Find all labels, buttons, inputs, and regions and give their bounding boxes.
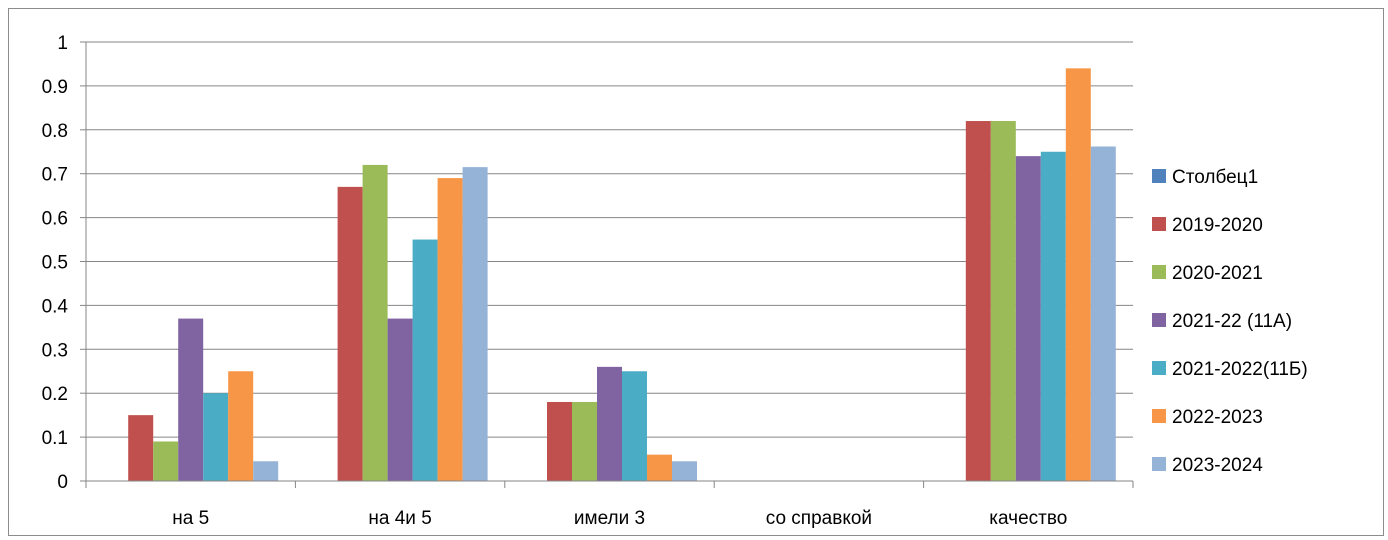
legend-label: 2020-2021 xyxy=(1172,263,1263,284)
legend-swatch xyxy=(1152,361,1166,375)
legend-swatch xyxy=(1152,313,1166,327)
bar xyxy=(1040,151,1066,481)
x-tick-label: на 5 xyxy=(172,508,209,529)
bar xyxy=(362,164,388,482)
y-tick-label: 0.2 xyxy=(42,384,68,405)
bar xyxy=(462,167,488,482)
bar xyxy=(387,318,413,481)
legend-swatch xyxy=(1152,457,1166,471)
bar xyxy=(597,366,622,481)
legend-swatch xyxy=(1152,265,1166,279)
x-tick-label: имели 3 xyxy=(574,508,645,529)
x-tick-label: со справкой xyxy=(766,508,872,529)
bar xyxy=(128,415,154,481)
legend-label: 2022-2023 xyxy=(1172,407,1263,428)
bar xyxy=(990,121,1016,482)
y-axis-ticks: 0 0.1 0.2 0.3 0.4 0.5 0.6 0.7 0.8 0.9 1 xyxy=(42,33,86,493)
legend-swatch xyxy=(1152,409,1166,423)
bar xyxy=(672,461,697,481)
bar xyxy=(622,371,647,481)
x-tick-label: на 4и 5 xyxy=(368,508,431,529)
bars xyxy=(128,68,1116,482)
legend: Столбец1 2019-2020 2020-2021 2021-22 (11А) 2… xyxy=(1152,167,1308,476)
bar xyxy=(1065,68,1091,481)
legend-swatch xyxy=(1152,169,1166,183)
bar xyxy=(572,401,597,481)
bar xyxy=(337,186,363,481)
y-tick-label: 0.9 xyxy=(42,77,68,98)
x-tick-label: качество xyxy=(989,508,1067,529)
y-tick-label: 0.3 xyxy=(42,340,68,361)
bar xyxy=(1090,146,1116,481)
legend-label: 2019-2020 xyxy=(1172,215,1263,236)
legend-swatch xyxy=(1152,217,1166,231)
chart-area: 0 0.1 0.2 0.3 0.4 0.5 0.6 0.7 0.8 0.9 1 на 5 на 4и … xyxy=(8,8,1384,536)
y-tick-label: 0.4 xyxy=(42,296,69,317)
bar xyxy=(647,454,672,481)
y-tick-label: 0.8 xyxy=(42,121,68,142)
x-axis-ticks: на 5 на 4и 5 имели 3 со справкой качество xyxy=(85,481,1134,529)
bar xyxy=(412,239,438,481)
y-tick-label: 0.7 xyxy=(42,165,68,186)
y-tick-label: 0.6 xyxy=(42,209,68,230)
y-tick-label: 0.1 xyxy=(42,428,68,449)
y-tick-label: 0 xyxy=(57,472,68,493)
bar xyxy=(153,441,179,481)
y-tick-label: 0.5 xyxy=(42,253,68,274)
legend-label: Столбец1 xyxy=(1172,167,1258,188)
bar xyxy=(547,401,572,481)
bar xyxy=(253,461,279,481)
bar xyxy=(437,178,463,481)
bar xyxy=(228,371,254,481)
legend-label: 2023-2024 xyxy=(1172,455,1263,476)
bar xyxy=(965,121,991,482)
bar xyxy=(203,393,229,481)
bar xyxy=(178,318,204,481)
legend-label: 2021-22 (11А) xyxy=(1172,311,1292,332)
gridlines xyxy=(86,41,1133,438)
y-tick-label: 1 xyxy=(57,33,68,54)
bar xyxy=(1015,156,1041,481)
bar-chart: 0 0.1 0.2 0.3 0.4 0.5 0.6 0.7 0.8 0.9 1 на 5 на 4и … xyxy=(42,33,1308,529)
axes xyxy=(85,42,1133,482)
legend-label: 2021-2022(11Б) xyxy=(1172,359,1308,380)
